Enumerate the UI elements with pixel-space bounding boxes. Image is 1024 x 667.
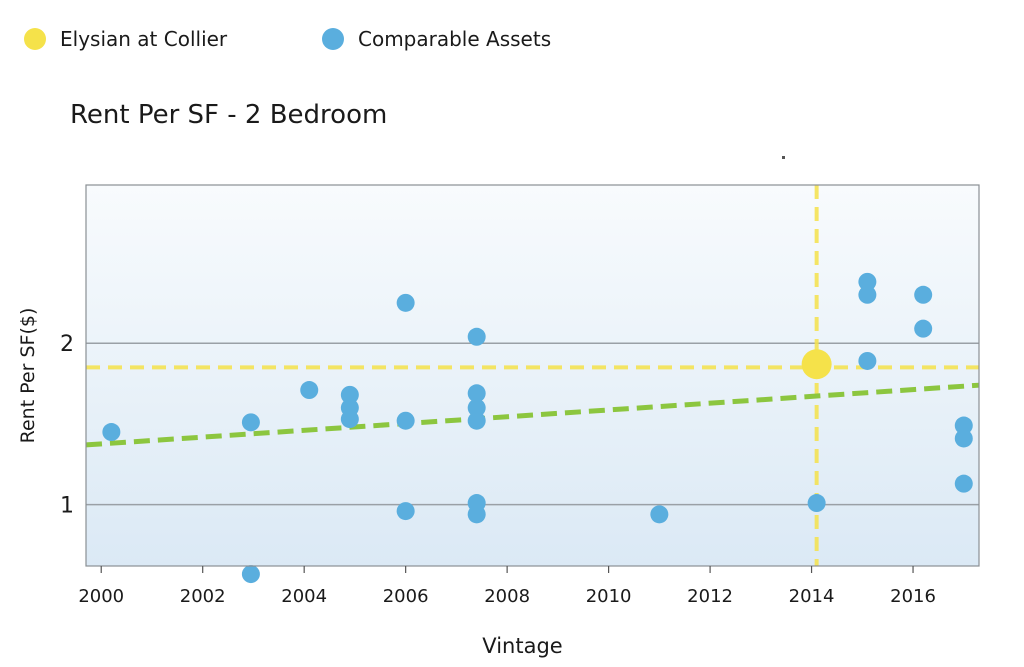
plot-border [85,184,980,567]
x-tick-label: 2008 [484,586,530,607]
comparable-asset-point [467,411,486,430]
comparable-asset-point [467,398,486,417]
comparable-asset-point [396,293,415,312]
comparable-asset-point [807,494,826,513]
comparable-asset-point [467,505,486,524]
x-tick-label: 2010 [586,586,632,607]
comparable-asset-point [914,319,933,338]
chart-legend: Elysian at Collier Comparable Assets [24,24,724,54]
x-tick-label: 2016 [890,586,936,607]
comparable-asset-point [340,410,359,429]
plot-area [86,185,979,566]
comparable-asset-point [954,474,973,493]
comparable-asset-point [396,502,415,521]
x-tick-label: 2014 [789,586,835,607]
x-tick-label: 2012 [687,586,733,607]
y-tick-label: 2 [60,332,74,357]
x-axis-label: Vintage [482,634,562,658]
comparable-asset-point [954,416,973,435]
legend-marker-yellow [24,28,46,50]
comparable-asset-point [954,429,973,448]
comparable-asset-point [858,272,877,291]
legend-marker-blue [322,28,344,50]
comparable-asset-point [858,285,877,304]
comparable-asset-point [396,411,415,430]
comparable-asset-point [102,423,121,442]
comparable-asset-point [241,565,260,584]
chart-title: Rent Per SF - 2 Bedroom [70,100,388,130]
trend-line [85,382,980,448]
comparable-asset-point [858,351,877,370]
comparable-asset-point [300,381,319,400]
comparable-asset-point [340,385,359,404]
comparable-asset-point [467,327,486,346]
x-tick-label: 2004 [281,586,327,607]
legend-label: Comparable Assets [358,27,552,51]
legend-item-comparable: Comparable Assets [322,24,551,54]
x-tick-label: 2002 [180,586,226,607]
y-axis-label: Rent Per SF($) [17,308,39,444]
legend-label: Elysian at Collier [60,27,228,51]
x-tick-label: 2006 [383,586,429,607]
comparable-asset-point [467,384,486,403]
comparable-asset-point [650,505,669,524]
x-tick-label: 2000 [78,586,124,607]
legend-item-elysian: Elysian at Collier [24,24,227,54]
comparable-asset-point [914,285,933,304]
elysian-point [801,349,832,380]
stray-mark [782,156,785,159]
comparable-asset-point [241,413,260,432]
y-tick-label: 1 [60,494,74,519]
